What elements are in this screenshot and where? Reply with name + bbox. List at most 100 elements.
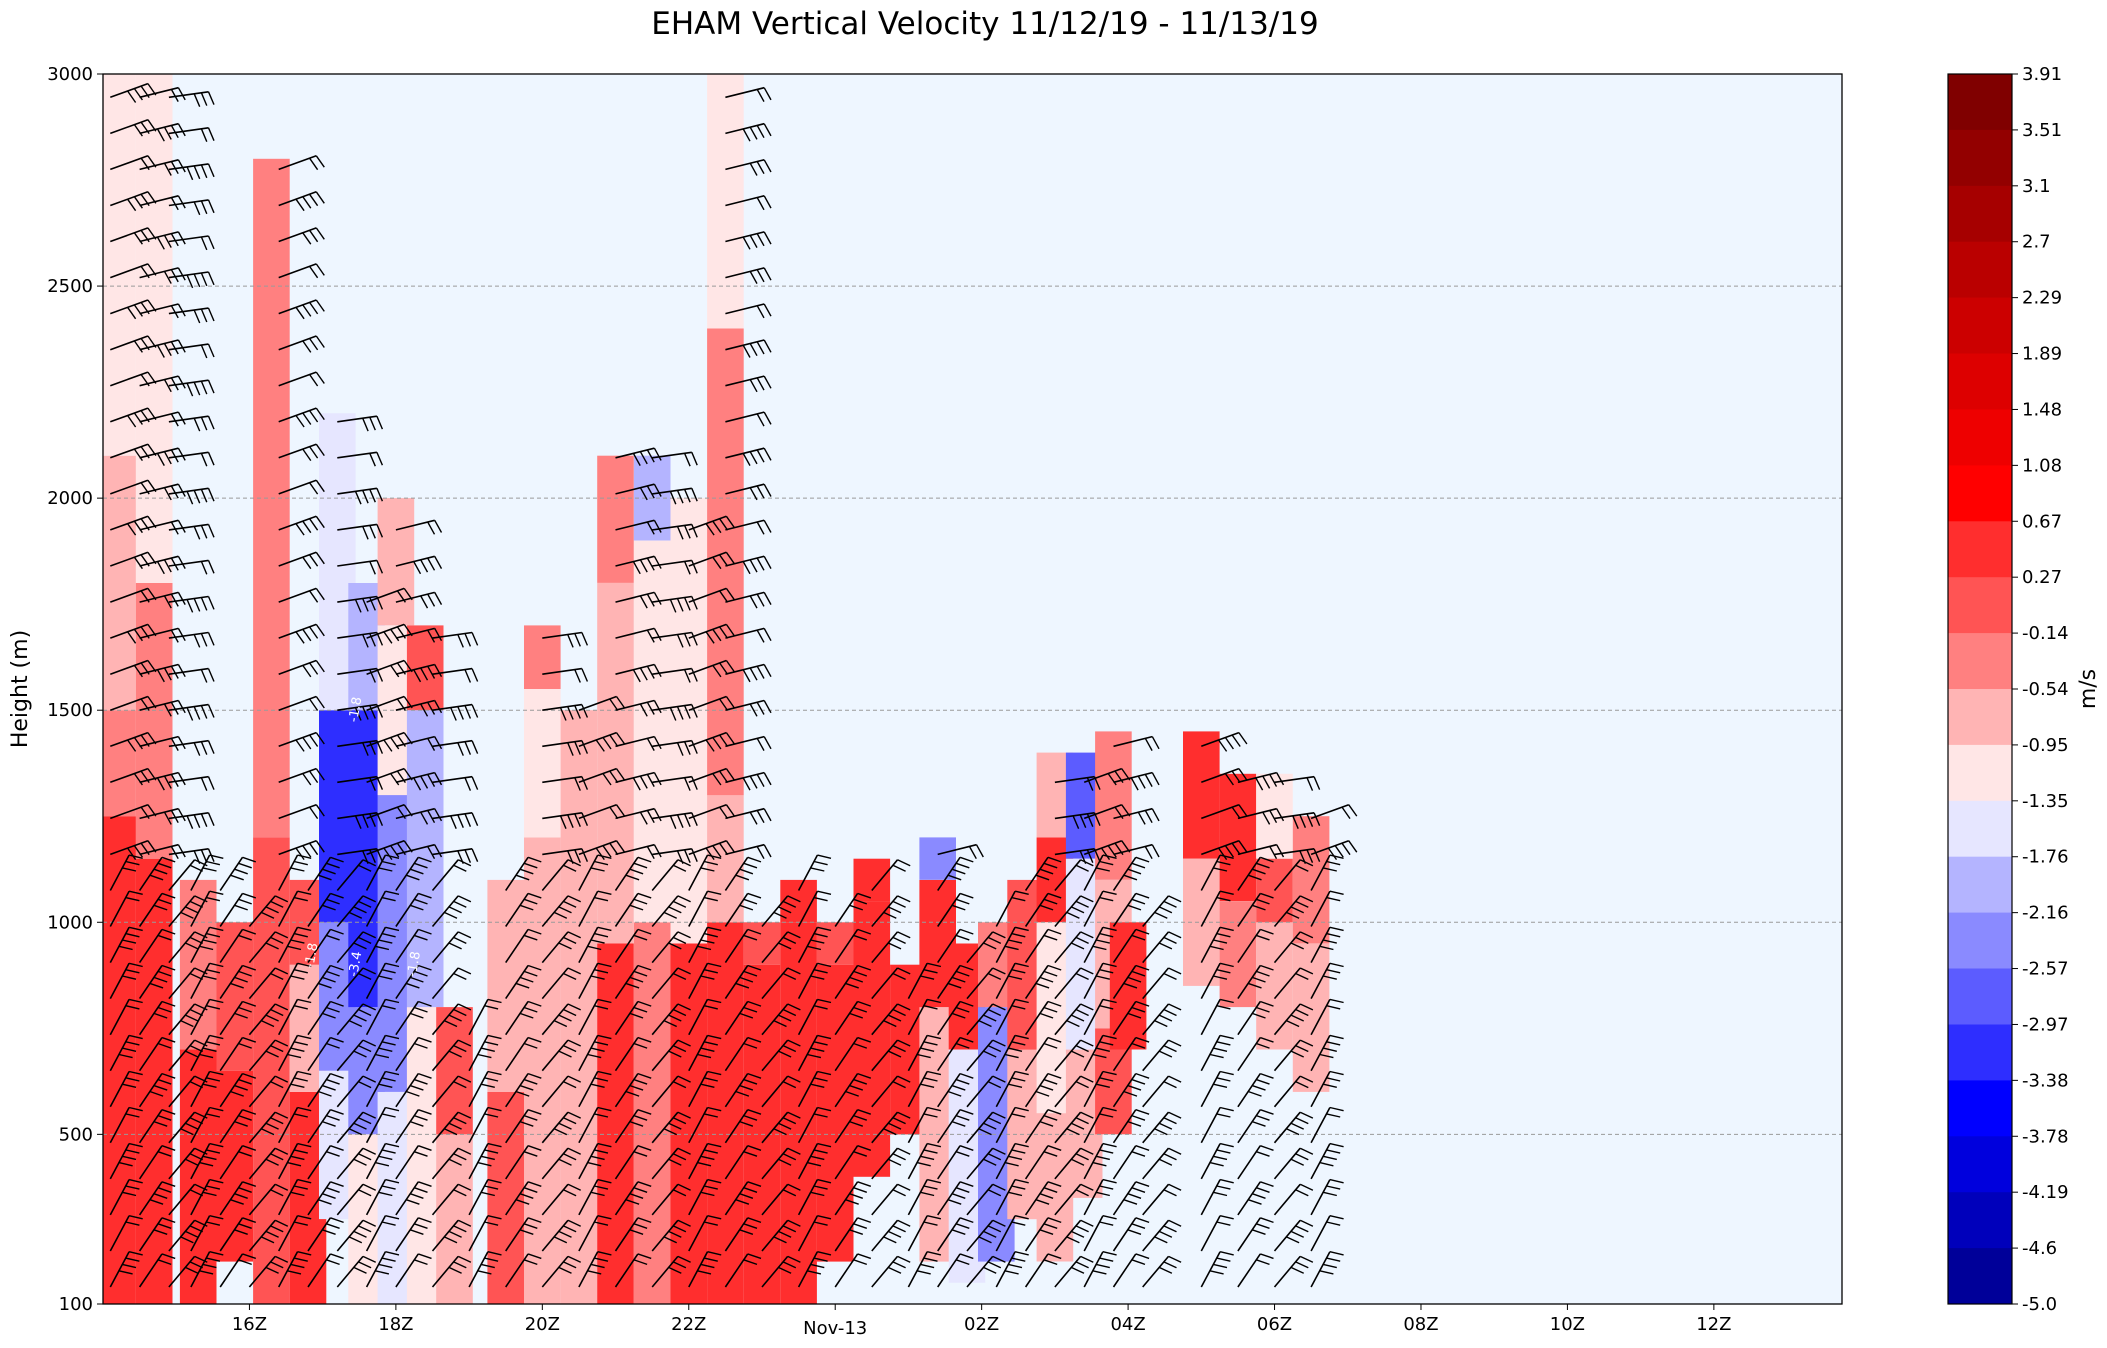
wind-barb-feather <box>309 662 319 675</box>
wind-barb-feather <box>207 379 215 394</box>
wind-barb-feather <box>200 344 208 359</box>
wind-barb-feather <box>358 1153 372 1161</box>
wind-barb <box>652 559 698 575</box>
wind-barb-feather <box>1329 1215 1344 1220</box>
wind-barb-feather <box>1286 1019 1300 1028</box>
wind-barb-feather <box>817 854 832 859</box>
wind-barb-feather <box>193 742 201 756</box>
wind-barb-feather <box>1260 964 1274 971</box>
wind-barb-feather <box>955 1223 970 1229</box>
wind-barb-feather <box>295 739 305 752</box>
wind-barb-feather <box>378 1263 393 1269</box>
wind-barb-feather <box>1086 777 1094 791</box>
wind-barb-feather <box>125 1185 140 1190</box>
wind-barb-feather <box>787 895 801 903</box>
wind-barb-feather <box>471 668 479 682</box>
wind-barb <box>431 1003 472 1036</box>
wind-barb-feather <box>127 739 137 752</box>
wind-barb <box>505 1036 542 1072</box>
wind-barb <box>995 1106 1029 1144</box>
wind-barb-feather <box>653 555 662 569</box>
wind-barb <box>1054 1219 1094 1252</box>
wind-barb-feather <box>1014 962 1029 968</box>
wind-barb-feather <box>633 898 648 905</box>
wind-barb-feather <box>629 1012 644 1019</box>
wind-barb <box>219 1145 257 1180</box>
wind-barb-feather <box>1004 1270 1019 1275</box>
wind-barb-feather <box>362 742 369 756</box>
wind-barb <box>578 1034 612 1072</box>
wind-barb-feather <box>464 777 472 791</box>
wind-barb-feather <box>1168 967 1182 975</box>
wind-barb-feather <box>519 1193 534 1199</box>
wind-barb-feather <box>274 1219 289 1227</box>
wind-barb-feather <box>207 163 215 178</box>
wind-barb <box>138 1072 176 1108</box>
wind-barb-feather <box>646 665 655 679</box>
wind-barb-feather <box>807 1053 822 1059</box>
wind-barb-feather <box>920 975 935 980</box>
wind-barb-feather <box>315 479 325 493</box>
wind-barb <box>1237 1145 1274 1180</box>
wind-barb-feather <box>857 1145 872 1151</box>
wind-barb-feather <box>778 1266 792 1274</box>
wind-barb-feather <box>207 488 215 502</box>
wind-barb-feather <box>1131 1042 1146 1049</box>
wind-barb-feather <box>742 561 751 575</box>
wind-barb <box>761 967 801 1000</box>
wind-barb-feather <box>189 864 203 872</box>
wind-barb-feather <box>1286 911 1300 919</box>
wind-barb-feather <box>177 808 186 822</box>
wind-barb-feather <box>189 1189 203 1197</box>
wind-barb-feather <box>290 867 305 872</box>
wind-barb-feather <box>1326 860 1341 866</box>
wind-barb <box>907 1070 942 1108</box>
wind-barb-feather <box>157 1151 172 1157</box>
wind-barb <box>1201 803 1248 820</box>
wind-barb-feather <box>683 489 691 503</box>
wind-barb-feather <box>1168 1111 1182 1119</box>
wind-barb-feather <box>653 447 662 461</box>
wind-barb <box>109 962 143 999</box>
wind-barb-feather <box>1131 1187 1146 1193</box>
wind-barb-feather <box>747 856 762 863</box>
wind-barb <box>336 1039 376 1072</box>
wind-barb <box>1310 998 1344 1036</box>
wind-barb-feather <box>959 856 974 863</box>
wind-barb-feather <box>712 737 722 750</box>
wind-barb <box>109 1070 143 1108</box>
wind-barb-feather <box>157 862 172 869</box>
wind-barb-feather <box>853 1187 868 1193</box>
wind-barb-feather <box>756 846 765 860</box>
wind-barb-feather <box>127 90 137 103</box>
wind-barb <box>1083 926 1117 963</box>
wind-barb-feather <box>683 705 691 719</box>
wind-barb <box>277 1178 312 1216</box>
wind-barb-feather <box>672 1153 687 1161</box>
wind-barb-feather <box>448 1122 462 1130</box>
wind-barb-feather <box>1163 1117 1177 1125</box>
wind-barb-feather <box>1290 1230 1304 1238</box>
wind-barb-feather <box>1224 773 1234 786</box>
wind-barb <box>1142 1039 1182 1072</box>
chart-title: EHAM Vertical Velocity 11/12/19 - 11/13/… <box>651 6 1318 42</box>
wind-barb-feather <box>749 775 758 789</box>
wind-barb-feather <box>405 982 420 989</box>
wind-barb-feather <box>261 1128 275 1136</box>
wind-barb-feather <box>230 1090 244 1097</box>
wind-barb <box>724 1145 762 1180</box>
wind-barb <box>1054 1183 1094 1216</box>
wind-barb-feather <box>888 1266 902 1274</box>
wind-barb <box>1200 1070 1234 1108</box>
wind-barb-feather <box>207 740 215 754</box>
wind-barb-feather <box>763 700 772 714</box>
wind-barb-feather <box>242 928 257 935</box>
wind-barb-feather <box>983 1158 997 1166</box>
wind-barb-feather <box>362 1039 376 1047</box>
wind-barb <box>395 771 443 791</box>
wind-barb-feather <box>448 1266 462 1274</box>
wind-barb-feather <box>448 1050 462 1058</box>
wind-barb-feather <box>177 628 186 642</box>
wind-barb-feather <box>615 840 626 853</box>
wind-barb-feather <box>888 1050 902 1058</box>
